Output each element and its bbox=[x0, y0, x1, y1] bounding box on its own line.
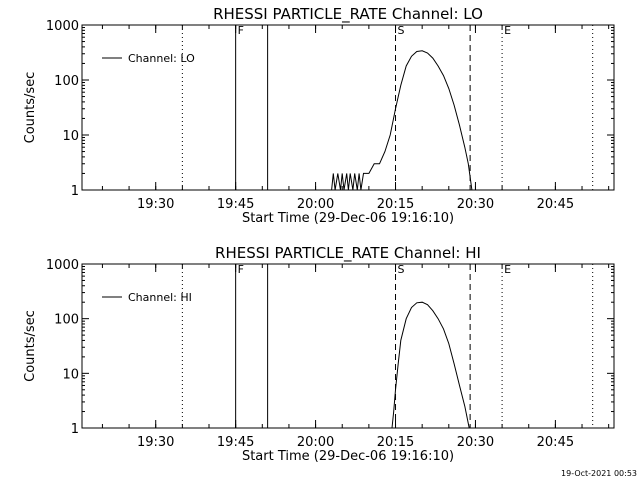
y-tick-label: 1 bbox=[71, 184, 79, 199]
chart-panel-lo: RHESSI PARTICLE_RATE Channel: LO 1 10 100 10… bbox=[23, 5, 615, 226]
x-axis-label: Start Time (29-Dec-06 19:16:10) bbox=[242, 211, 454, 226]
legend-label: Channel: LO bbox=[128, 52, 195, 65]
plot-frame bbox=[81, 263, 615, 429]
y-tick-label: 1 bbox=[71, 422, 79, 437]
x-tick-label: 20:45 bbox=[537, 435, 574, 450]
y-axis-label: Counts/sec bbox=[23, 310, 38, 382]
plot-frame bbox=[81, 24, 615, 191]
chart-panel-hi: RHESSI PARTICLE_RATE Channel: HI 1 10 100 10… bbox=[23, 244, 615, 464]
y-tick-label: 1000 bbox=[46, 19, 79, 34]
event-marker-label: F bbox=[238, 24, 244, 37]
y-tick-label: 100 bbox=[54, 74, 79, 89]
y-tick-label: 100 bbox=[54, 313, 79, 328]
x-tick-label: 20:30 bbox=[457, 435, 494, 450]
y-tick-label: 1000 bbox=[46, 258, 79, 273]
series-line bbox=[331, 50, 473, 191]
x-tick-label: 19:30 bbox=[137, 197, 174, 212]
event-marker-label: F bbox=[238, 263, 244, 276]
y-tick-label: 10 bbox=[62, 367, 79, 382]
x-tick-label: 19:30 bbox=[137, 435, 174, 450]
series-line bbox=[391, 301, 470, 429]
chart-title: RHESSI PARTICLE_RATE Channel: HI bbox=[215, 244, 481, 263]
event-marker-label: S bbox=[398, 24, 405, 37]
x-tick-label: 20:00 bbox=[297, 197, 334, 212]
legend-label: Channel: HI bbox=[128, 291, 192, 304]
chart-title: RHESSI PARTICLE_RATE Channel: LO bbox=[213, 5, 483, 24]
x-tick-label: 20:00 bbox=[297, 435, 334, 450]
x-tick-label: 20:30 bbox=[457, 197, 494, 212]
x-axis-label: Start Time (29-Dec-06 19:16:10) bbox=[242, 449, 454, 464]
y-tick-label: 10 bbox=[62, 129, 79, 144]
x-tick-label: 20:15 bbox=[377, 197, 414, 212]
x-tick-label: 20:45 bbox=[537, 197, 574, 212]
event-marker-label: E bbox=[504, 24, 511, 37]
x-tick-label: 19:45 bbox=[217, 197, 254, 212]
event-marker-label: E bbox=[504, 263, 511, 276]
x-tick-label: 20:15 bbox=[377, 435, 414, 450]
generation-timestamp: 19-Oct-2021 00:53 bbox=[561, 469, 637, 478]
y-axis-label: Counts/sec bbox=[23, 72, 38, 144]
event-marker-label: S bbox=[398, 263, 405, 276]
x-tick-label: 19:45 bbox=[217, 435, 254, 450]
